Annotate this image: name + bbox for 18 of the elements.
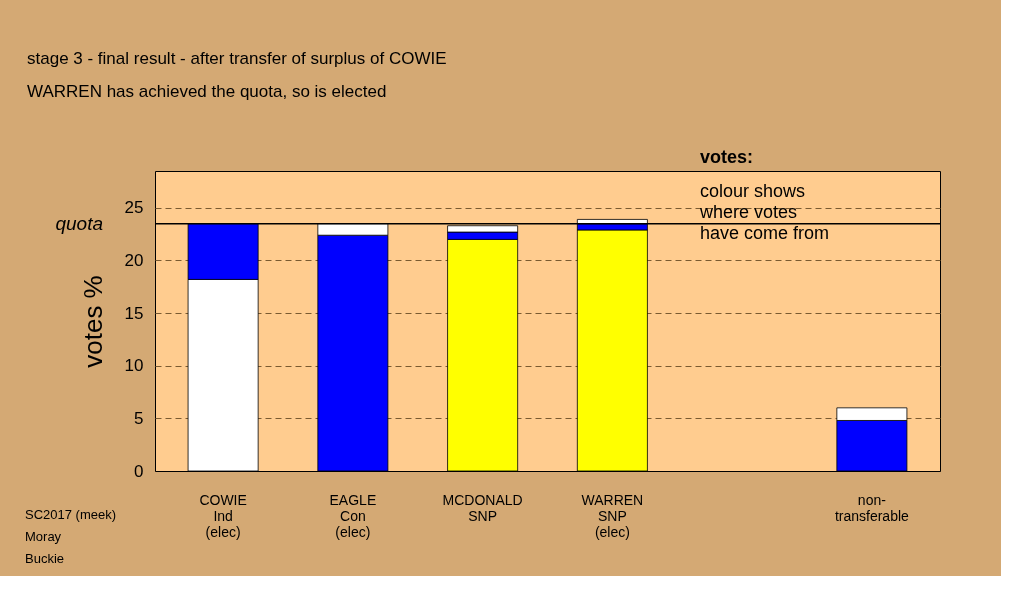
x-tick-label: WARREN SNP (elec) bbox=[581, 491, 644, 540]
annotation: colour shows where votes have come from bbox=[699, 181, 830, 243]
x-tick-label: MCDONALD SNP bbox=[442, 491, 523, 524]
text: votes: bbox=[700, 147, 754, 167]
y-tick-label: 20 bbox=[124, 250, 144, 270]
x-tick-label: non- transferable bbox=[834, 491, 910, 524]
chart-subtitle: WARREN has achieved the quota, so is elected bbox=[27, 82, 387, 101]
y-tick-label: 15 bbox=[124, 303, 144, 323]
x-tick-label: COWIE Ind (elec) bbox=[199, 491, 247, 540]
chart-title: stage 3 - final result - after transfer of surplus of COWIE bbox=[27, 49, 447, 68]
y-tick-label: 5 bbox=[134, 408, 144, 428]
x-tick-label: EAGLE Con (elec) bbox=[329, 491, 377, 540]
ref-line-label: quota bbox=[55, 212, 103, 234]
text: SC2017 (meek) Moray Buckie bbox=[25, 507, 117, 566]
y-tick-label: 25 bbox=[124, 198, 144, 218]
y-tick-label: 0 bbox=[134, 461, 144, 481]
y-tick-label: 10 bbox=[124, 356, 144, 376]
y-axis-title: votes % bbox=[77, 275, 108, 368]
